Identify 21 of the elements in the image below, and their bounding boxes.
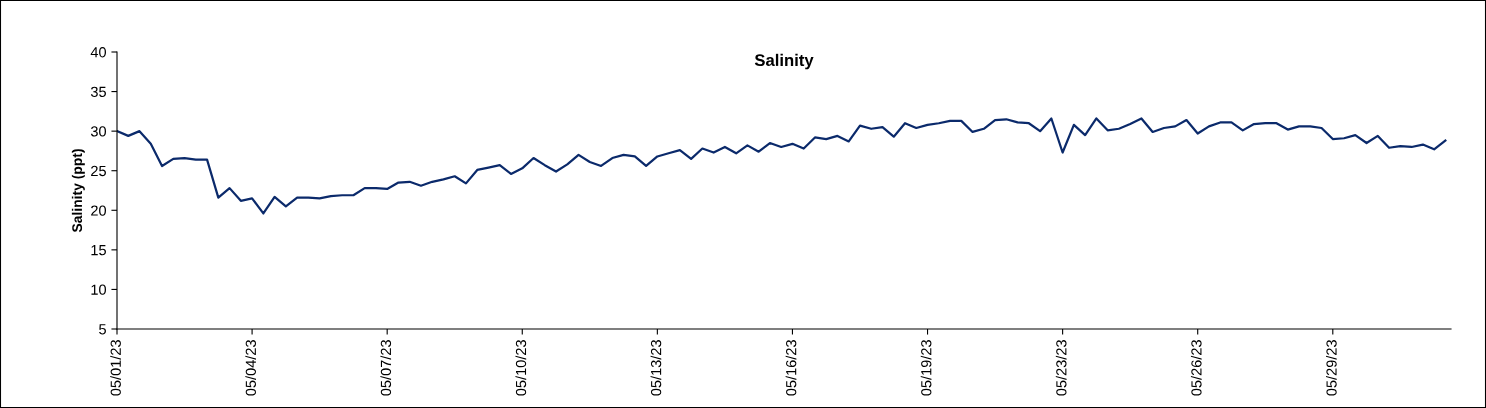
y-tick-label: 25 <box>91 165 106 177</box>
y-tick-label: 40 <box>90 47 107 58</box>
y-tick-label: 20 <box>91 205 107 216</box>
line-series <box>117 117 1447 215</box>
x-tick-label: 05/23/23 <box>1055 340 1067 396</box>
x-tick-label: 05/07/23 <box>380 340 392 396</box>
x-tick-label: 05/10/23 <box>515 340 527 396</box>
x-tick-label: 05/29/23 <box>1326 340 1337 396</box>
y-tick-label: 35 <box>90 86 106 97</box>
x-tick-label: 05/16/23 <box>785 340 797 396</box>
x-tick-label: 05/26/23 <box>1190 340 1202 396</box>
x-tick-label: 05/01/23 <box>110 340 121 396</box>
chart-title: Salinity <box>754 53 814 70</box>
y-axis-title: Salinity (ppt) <box>71 149 85 233</box>
y-tick-label: 10 <box>91 284 107 295</box>
x-tick-label: 05/04/23 <box>245 340 256 396</box>
y-tick-label: 15 <box>91 245 106 256</box>
y-tick-label: 5 <box>99 324 106 335</box>
x-tick-label: 05/13/23 <box>650 340 662 396</box>
y-tick-label: 30 <box>90 126 107 137</box>
x-tick-label: 05/19/23 <box>920 340 932 396</box>
